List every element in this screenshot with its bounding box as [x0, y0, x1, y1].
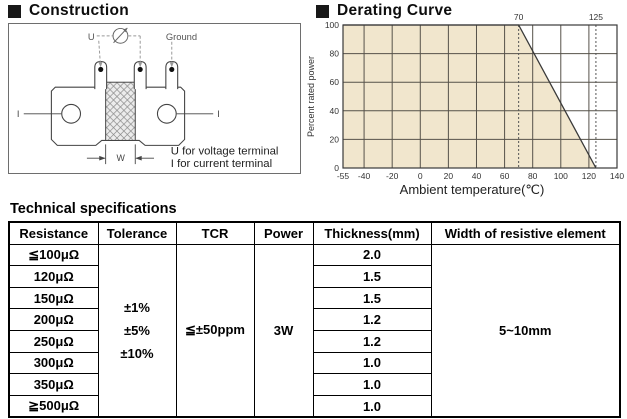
specs-title: Technical specifications — [10, 201, 177, 217]
table-row: 350μΩ 1.0 — [8, 373, 620, 396]
resistance-cell: 300μΩ — [8, 351, 99, 375]
w-dimension-label: W — [117, 153, 126, 163]
specs-header-row: Resistance Tolerance TCR Power Thickness… — [8, 221, 621, 245]
y-tick-label: 100 — [325, 20, 339, 30]
power-cell: 3W — [253, 243, 314, 418]
table-row: ≦100μΩ ±1% ±5% ±10% ≦±50ppm 3W 2.0 5~10mm — [8, 243, 621, 418]
resistive-element — [105, 81, 136, 141]
resistance-cell: 200μΩ — [8, 308, 99, 331]
i-left-label: I — [17, 109, 20, 119]
square-bullet-icon — [316, 4, 329, 18]
x-tick-label: -20 — [386, 171, 399, 181]
col-header-thickness: Thickness(mm) — [312, 221, 432, 245]
derating-title-text: Derating Curve — [337, 2, 453, 19]
x-tick-label: 120 — [582, 171, 596, 181]
thickness-cell: 1.0 — [312, 351, 432, 375]
ground-lead-arrowhead — [169, 62, 174, 68]
square-bullet-icon — [8, 4, 21, 18]
x-tick-label: 140 — [610, 171, 624, 181]
x-tick-label: -40 — [358, 171, 371, 181]
construction-title-text: Construction — [29, 2, 130, 19]
derating-chart: 70 125 -55 -40 -20 0 20 40 60 80 100 120 140 0 20 40 60 8… — [305, 0, 627, 200]
construction-note-line1: U for voltage terminal — [171, 145, 279, 157]
x-tick-label: -55 — [337, 171, 350, 181]
tolerance-line: ±5% — [124, 322, 150, 338]
construction-section-title: Construction — [8, 2, 129, 20]
plot-border — [342, 24, 618, 169]
x-tick-label: 80 — [528, 171, 538, 181]
meter-arrowhead — [123, 27, 128, 33]
x-axis-label: Ambient temperature(℃) — [400, 182, 545, 197]
w-arrowhead-left — [99, 155, 106, 161]
x-tick-label: 60 — [500, 171, 510, 181]
voltage-pin-left — [94, 60, 108, 90]
y-tick-label: 40 — [330, 106, 340, 116]
u-lead-vertical — [98, 40, 101, 64]
tolerance-cell: ±1% ±5% ±10% — [97, 243, 177, 418]
y-tick-label: 60 — [330, 77, 340, 87]
construction-note-line2: I for current terminal — [171, 158, 272, 170]
pin-contact-dot — [137, 66, 143, 72]
thickness-cell: 1.5 — [312, 265, 432, 288]
table-row: 250μΩ 1.2 — [8, 329, 620, 353]
thickness-cell: 1.5 — [312, 286, 432, 310]
i-right-label: I — [217, 109, 220, 119]
thickness-cell: 1.2 — [312, 329, 432, 353]
x-tick-label: 100 — [554, 171, 568, 181]
x-tick-label: 20 — [444, 171, 454, 181]
ground-terminal-label: Ground — [166, 32, 197, 42]
table-row: ≧500μΩ 1.0 — [8, 394, 620, 418]
resistance-cell: ≧500μΩ — [8, 394, 99, 418]
w-arrowhead-right — [135, 155, 142, 161]
resistance-cell: 150μΩ — [8, 286, 99, 310]
thickness-cell: 1.2 — [312, 308, 432, 331]
pin-contact-dot — [98, 66, 104, 72]
pin-contact-dot — [169, 66, 175, 72]
x-tick-label: 40 — [472, 171, 482, 181]
construction-drawing-svg: U Ground I I W U for voltage terminal I … — [17, 27, 279, 170]
y-axis-label: Percent rated power — [306, 56, 316, 137]
col-header-tolerance: Tolerance — [97, 221, 177, 245]
table-row: 120μΩ 1.5 — [8, 265, 620, 288]
resistance-cell: 250μΩ — [8, 329, 99, 353]
thickness-cell: 2.0 — [312, 243, 432, 267]
specs-table: Resistance Tolerance TCR Power Thickness… — [8, 221, 621, 419]
col-header-power: Power — [253, 221, 314, 245]
col-header-resistance: Resistance — [8, 221, 99, 245]
derating-section-title: Derating Curve — [316, 2, 452, 20]
derating-chart-svg: 70 125 -55 -40 -20 0 20 40 60 80 100 120 140 0 20 40 60 8… — [306, 12, 624, 197]
tcr-cell: ≦±50ppm — [175, 243, 255, 418]
u-lead-arrowhead — [98, 61, 103, 68]
x-tick-label: 0 — [418, 171, 423, 181]
y-tick-label: 0 — [334, 163, 339, 173]
col-header-width: Width of resistive element — [430, 221, 621, 245]
tolerance-line: ±10% — [120, 345, 154, 361]
current-hole-left — [61, 103, 82, 124]
u-terminal-label: U — [88, 32, 95, 42]
width-cell: 5~10mm — [430, 243, 621, 418]
tolerance-line: ±1% — [124, 299, 150, 315]
resistance-cell: 350μΩ — [8, 373, 99, 396]
thickness-cell: 1.0 — [312, 373, 432, 396]
meter-symbol-icon — [112, 27, 129, 44]
y-tick-label: 20 — [330, 134, 340, 144]
meter-lead-arrowhead — [138, 62, 143, 68]
resistance-cell: ≦100μΩ — [8, 243, 99, 267]
thickness-cell: 1.0 — [312, 394, 432, 418]
specs-table-body: ≦100μΩ ±1% ±5% ±10% ≦±50ppm 3W 2.0 5~10mm 120μΩ 1… — [8, 243, 621, 418]
current-hole-right — [156, 103, 177, 124]
construction-diagram: U Ground I I W U for voltage terminal I … — [8, 23, 301, 174]
col-header-tcr: TCR — [175, 221, 255, 245]
reference-label: 70 — [514, 12, 524, 22]
reference-label: 125 — [589, 12, 603, 22]
resistance-cell: 120μΩ — [8, 265, 99, 288]
y-tick-label: 80 — [330, 49, 340, 59]
